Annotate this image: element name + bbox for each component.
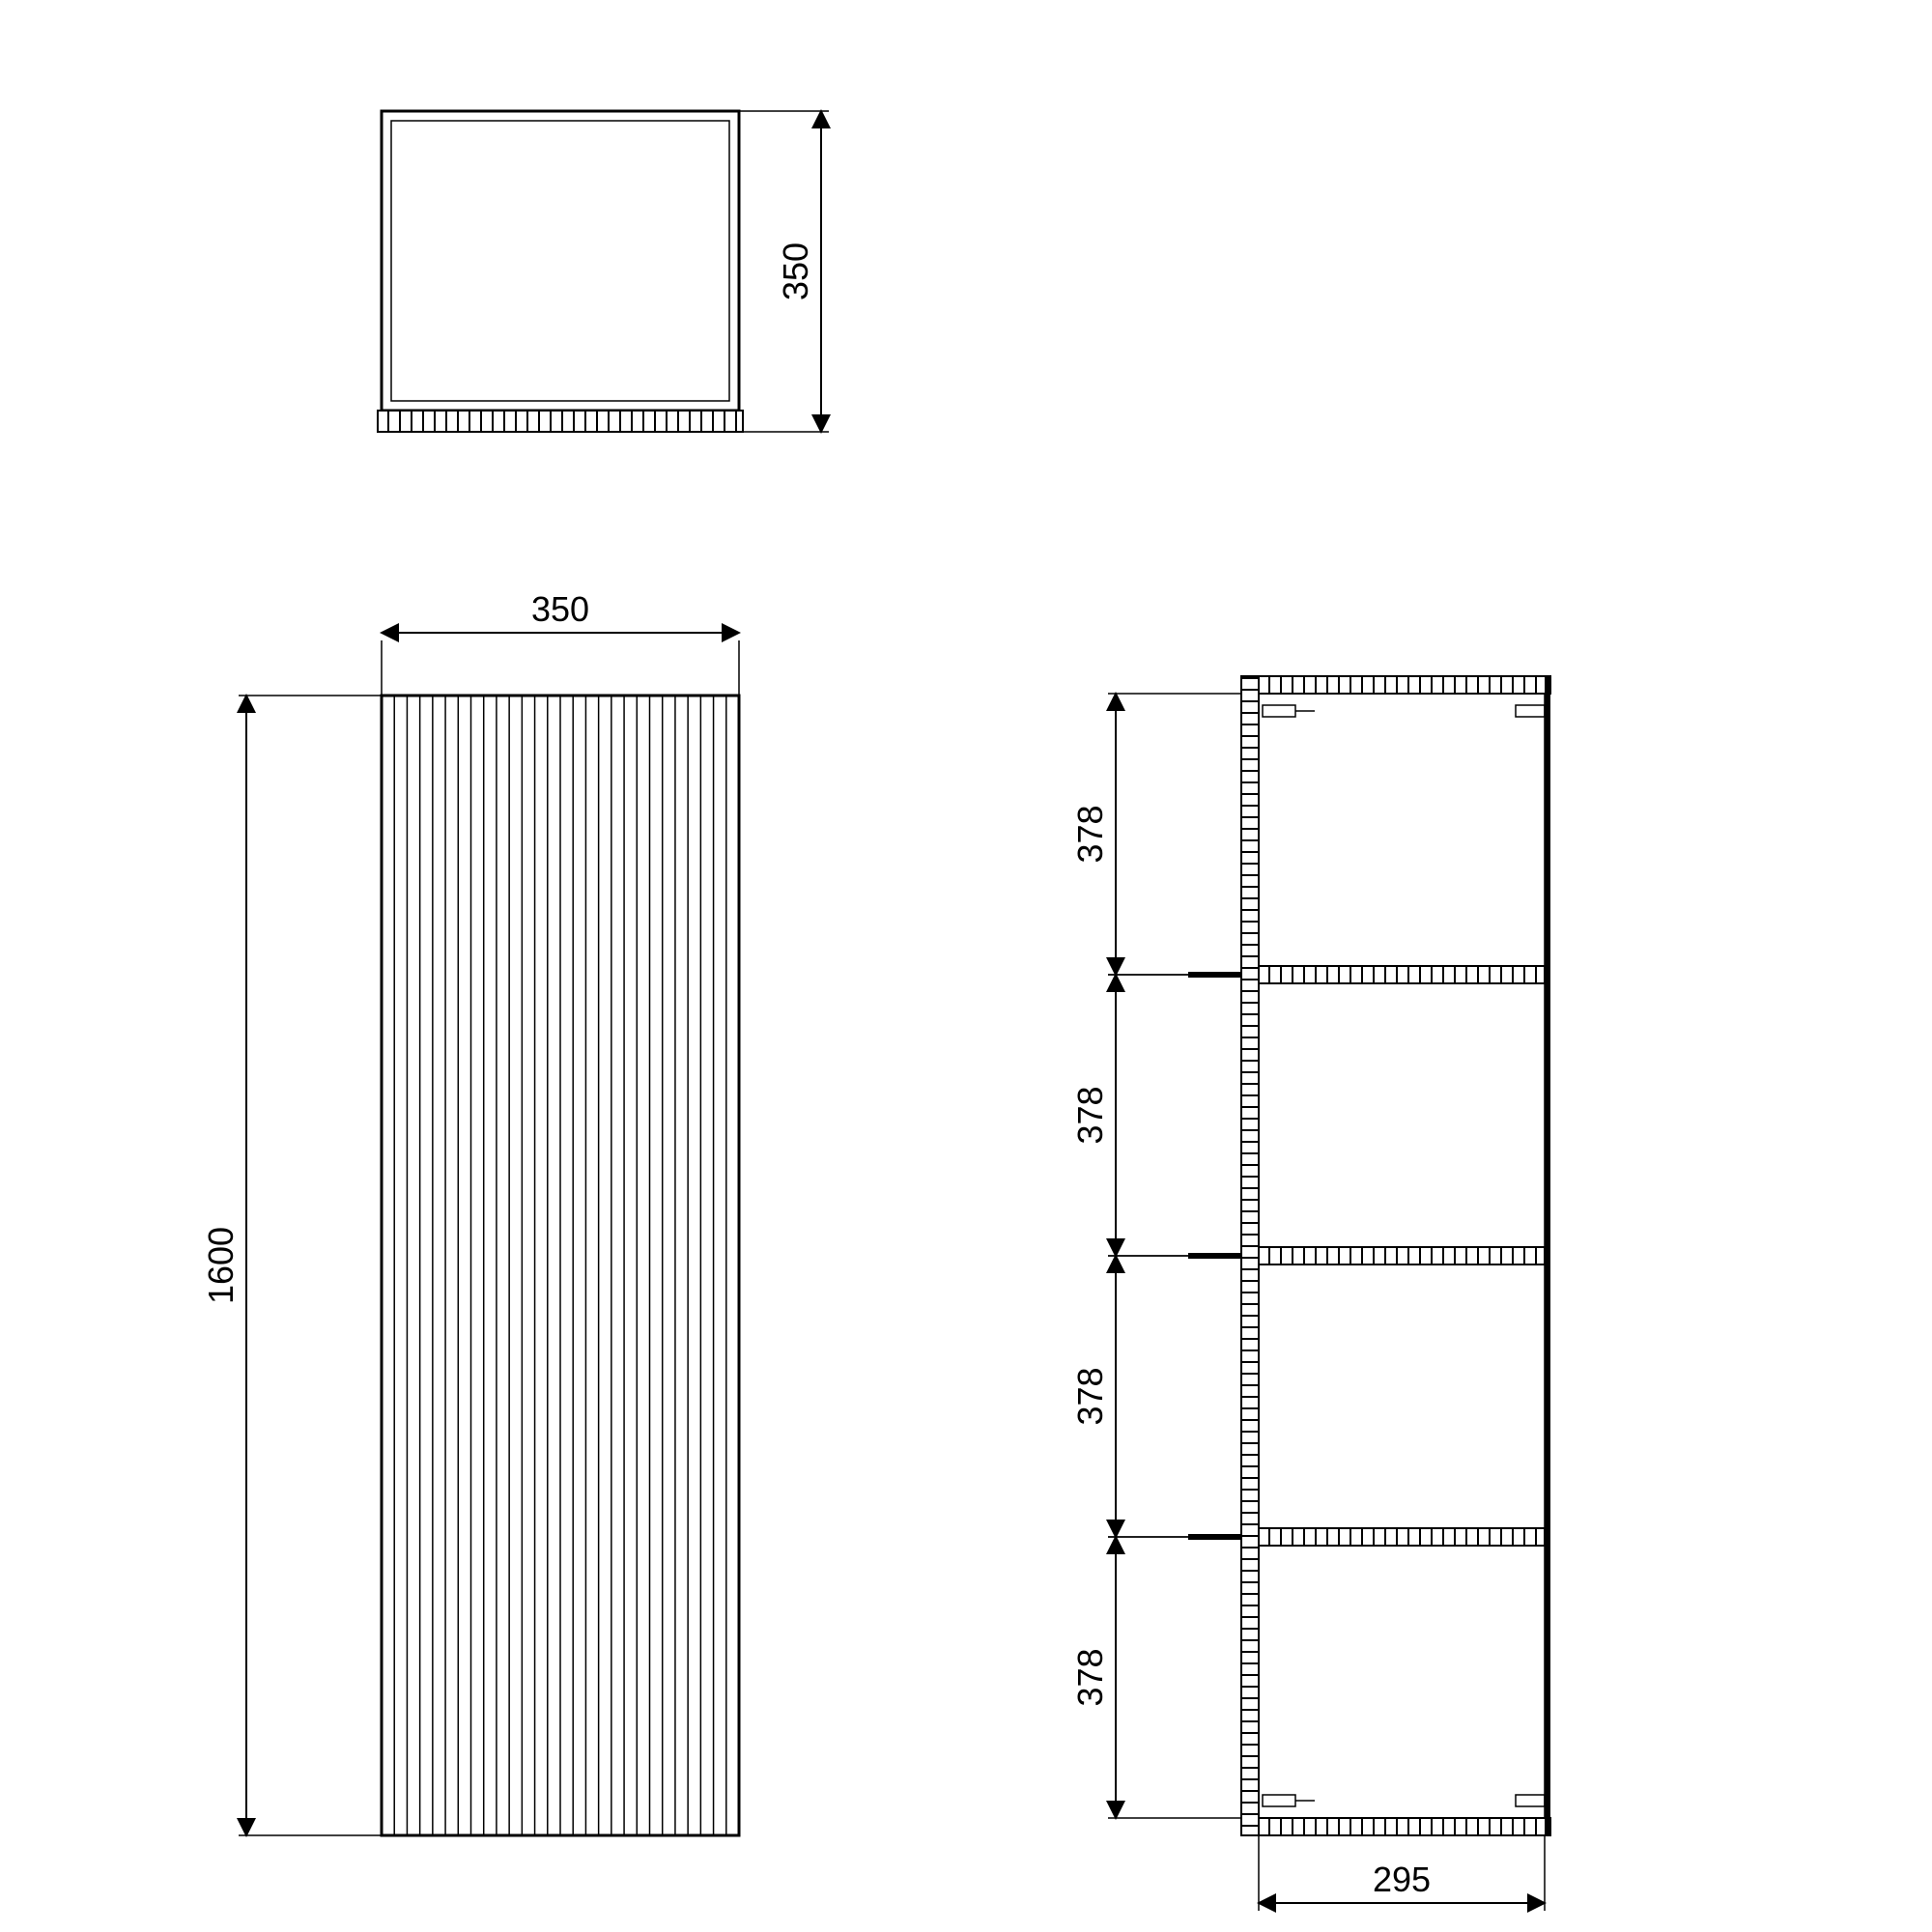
svg-text:350: 350 bbox=[776, 242, 815, 300]
svg-text:378: 378 bbox=[1070, 1648, 1110, 1706]
svg-text:378: 378 bbox=[1070, 1367, 1110, 1425]
tech-drawing: 350 350 1600 378 378 378 378 295 bbox=[0, 0, 1932, 1932]
svg-text:378: 378 bbox=[1070, 1086, 1110, 1144]
front-view: 350 1600 bbox=[201, 589, 739, 1835]
side-view: 378 378 378 378 295 bbox=[1070, 676, 1550, 1911]
svg-text:295: 295 bbox=[1373, 1860, 1431, 1899]
svg-text:350: 350 bbox=[531, 589, 589, 629]
svg-text:1600: 1600 bbox=[201, 1227, 241, 1304]
top-view: 350 bbox=[378, 111, 829, 432]
svg-text:378: 378 bbox=[1070, 805, 1110, 863]
